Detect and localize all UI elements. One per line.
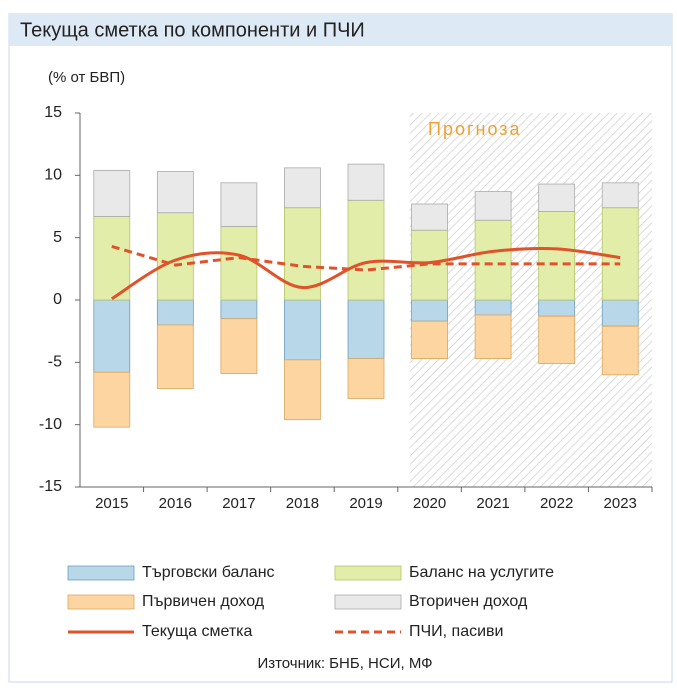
x-tick-label: 2023 [604, 495, 637, 512]
legend-label: Баланс на услугите [409, 564, 554, 581]
bar [156, 324, 194, 389]
y-tick-label: 0 [53, 291, 62, 308]
x-tick-label: 2018 [286, 495, 319, 512]
bar [601, 299, 639, 327]
x-tick-label: 2021 [476, 495, 509, 512]
bar [347, 299, 385, 359]
bar [93, 371, 131, 428]
bar [538, 299, 576, 317]
bar [220, 318, 258, 374]
annotation: Прогноза [428, 119, 522, 139]
bar [538, 183, 576, 212]
bar [474, 191, 512, 221]
y-axis-label: (% от БВП) [48, 69, 125, 86]
bar [538, 315, 576, 364]
bar [411, 229, 448, 301]
x-tick-label: 2015 [95, 495, 128, 512]
bar [156, 299, 194, 326]
x-tick-label: 2016 [159, 495, 192, 512]
x-tick-label: 2017 [222, 495, 255, 512]
bar [411, 320, 448, 359]
bar [474, 299, 512, 316]
bar [284, 299, 321, 361]
legend-swatch [67, 565, 135, 581]
line [110, 247, 621, 301]
y-tick-label: -5 [48, 354, 62, 371]
bar [347, 358, 385, 399]
y-tick-label: -15 [39, 478, 62, 495]
bar [474, 314, 512, 359]
legend-label: Текуща сметка [142, 623, 253, 640]
bar [156, 171, 194, 214]
y-tick-label: 15 [44, 104, 62, 121]
bar [347, 163, 385, 201]
y-tick-label: 5 [53, 229, 62, 246]
x-tick-label: 2020 [413, 495, 446, 512]
legend-label: Търговски баланс [142, 564, 275, 581]
legend-label: Първичен доход [142, 593, 265, 610]
chart-title: Текуща сметка по компоненти и ПЧИ [20, 19, 365, 41]
bar [474, 219, 512, 301]
bar [220, 182, 258, 227]
legend-label: ПЧИ, пасиви [409, 623, 504, 640]
bar [411, 299, 448, 322]
title-bar [9, 14, 672, 46]
source: Източник: БНБ, НСИ, МФ [257, 655, 432, 672]
bar [284, 167, 321, 209]
bar [93, 216, 131, 301]
x-tick-label: 2022 [540, 495, 573, 512]
y-tick-label: 10 [44, 167, 62, 184]
legend-label: Вторичен доход [409, 593, 528, 610]
x-tick-label: 2019 [349, 495, 382, 512]
legend-swatch [334, 594, 402, 610]
bar [601, 325, 639, 376]
bar [284, 359, 321, 421]
bar [93, 169, 131, 217]
legend-swatch [67, 594, 135, 610]
bar [93, 299, 131, 373]
bar [220, 226, 258, 301]
legend-swatch [334, 565, 402, 581]
bar [601, 182, 639, 209]
bar [347, 199, 385, 301]
bar [601, 207, 639, 301]
bar [411, 203, 448, 231]
bar [538, 211, 576, 301]
bar [220, 299, 258, 320]
y-tick-label: -10 [39, 416, 62, 433]
